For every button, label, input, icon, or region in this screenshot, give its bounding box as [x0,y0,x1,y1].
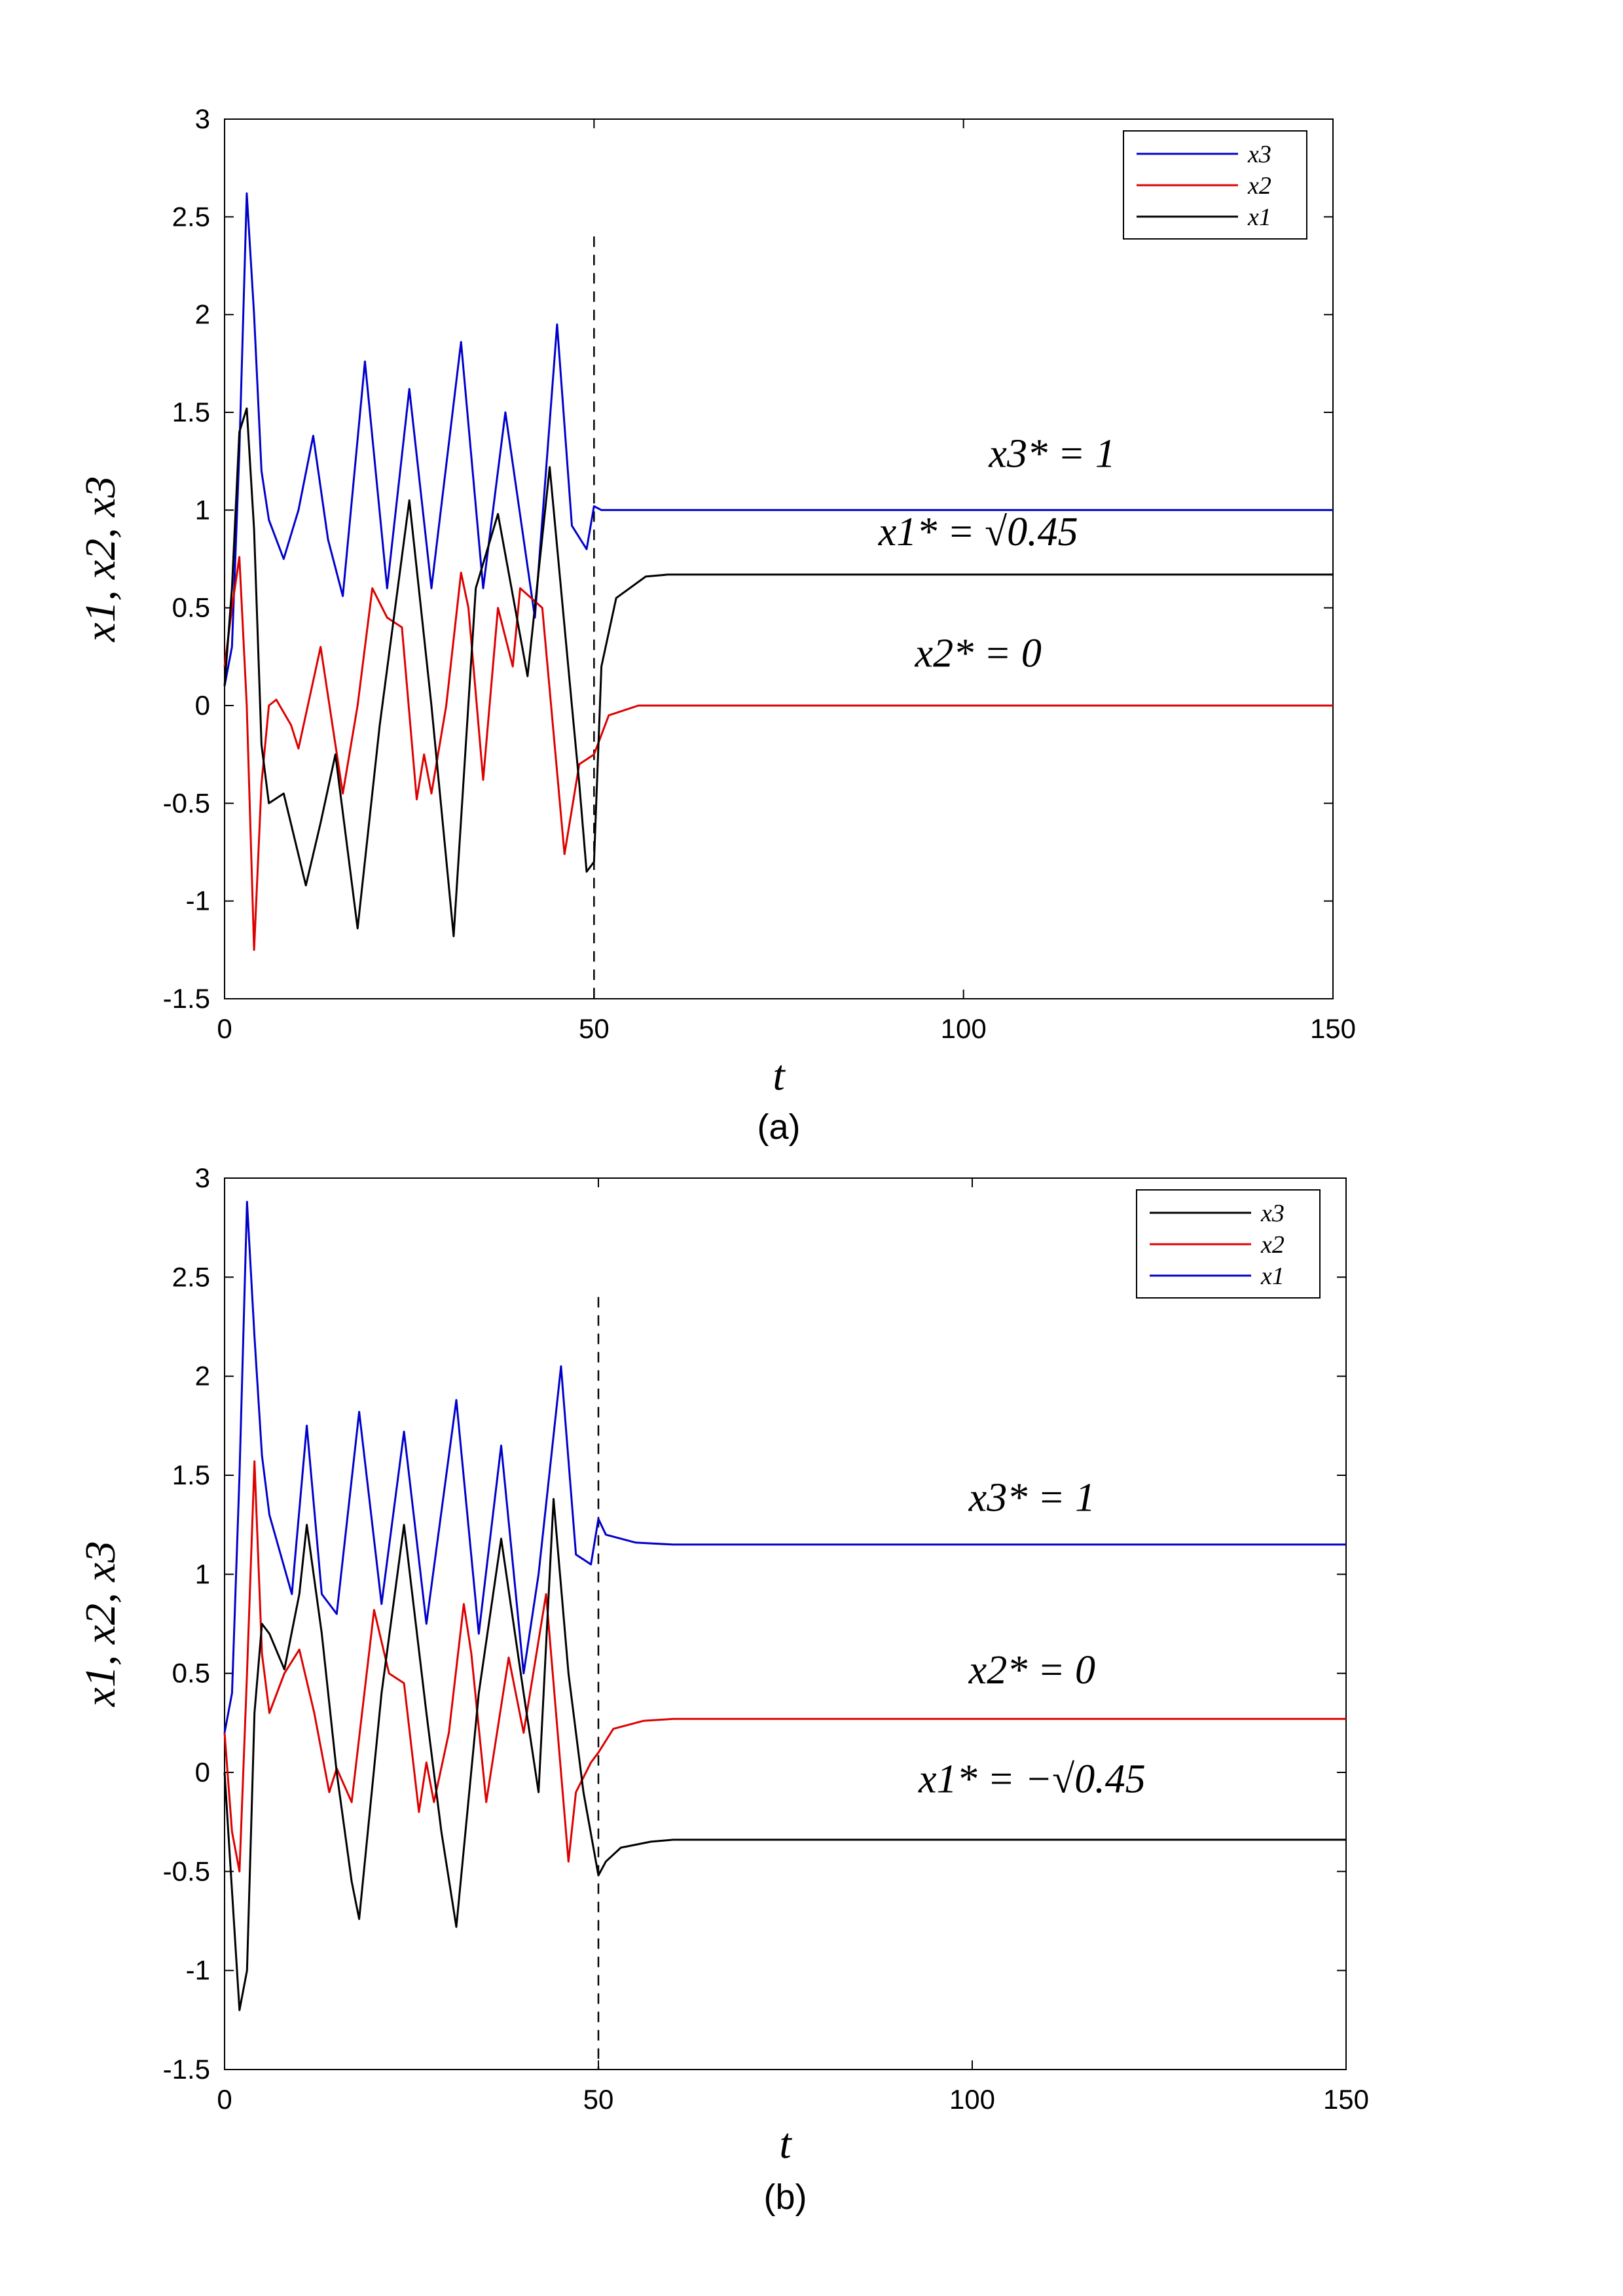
y-tick-label: 3 [195,103,210,134]
x-axis-label: t [773,1052,786,1100]
y-tick-label: 2 [195,299,210,330]
plot-area-frame [224,118,1334,999]
y-tick-label: 2 [195,1361,210,1391]
legend-label: x3 [1260,1200,1285,1227]
x-tick-label: 0 [217,1013,232,1044]
y-tick-label: -1.5 [163,2054,210,2085]
plot-area-frame [224,1177,1347,2070]
chart-panel-a: -1.5 -1 -0.5 0 0.5 1 1.5 2 2.5 3 0 50 100 150 t x1, x2,… [77,103,1356,1147]
panel-caption: (a) [757,1107,801,1147]
chart-panel-b: -1.5 -1 -0.5 0 0.5 1 1.5 2 2.5 3 0 50 100 150 t x1, x2,… [77,1162,1369,2217]
legend-label: x1 [1260,1263,1285,1290]
y-tick-label: 0.5 [172,592,210,623]
y-tick-label: -1 [186,1955,210,1986]
series-line-x2 [223,1460,1346,1873]
y-tick-label: 0 [195,1757,210,1787]
legend: x3 x2 x1 [1136,1189,1321,1299]
x-tick-label: 100 [941,1013,987,1044]
series-line-x1 [223,1200,1346,1733]
equilibrium-annotation: x1* = −√0.45 [918,1757,1146,1801]
legend-label: x1 [1247,204,1271,231]
y-tick-label: 1.5 [172,1460,210,1490]
x-tick-label: 50 [583,2084,614,2115]
x-tick-label: 0 [217,2084,232,2115]
y-tick-label: -0.5 [163,787,210,818]
x-tick-label: 150 [1323,2084,1369,2115]
series-line-x3 [223,192,1333,687]
equilibrium-annotation: x3* = 1 [968,1475,1095,1520]
y-tick-label: 2.5 [172,1261,210,1292]
legend-label: x2 [1260,1231,1285,1259]
legend-label: x2 [1247,172,1271,200]
legend-label: x3 [1247,141,1271,168]
equilibrium-annotation: x2* = 0 [915,631,1042,675]
y-axis-label: x1, x2, x3 [77,1541,124,1708]
y-tick-label: 1 [195,1558,210,1589]
panel-caption: (b) [764,2178,807,2217]
series-line-x1 [223,407,1333,937]
series-line-x3 [223,1498,1346,2011]
equilibrium-annotation: x3* = 1 [988,432,1115,476]
x-axis-label: t [779,2120,792,2168]
y-axis-label: x1, x2, x3 [77,476,124,643]
legend: x3 x2 x1 [1123,130,1307,240]
y-tick-label: 1 [195,494,210,525]
equilibrium-annotation: x2* = 0 [968,1648,1095,1693]
series-line-x2 [223,556,1333,951]
equilibrium-annotation: x1* = √0.45 [878,510,1078,554]
y-tick-label: -0.5 [163,1856,210,1886]
y-tick-label: 2.5 [172,201,210,232]
y-tick-label: 0.5 [172,1658,210,1689]
y-tick-label: 3 [195,1162,210,1193]
y-tick-label: 0 [195,690,210,721]
y-tick-label: -1 [186,886,210,916]
x-tick-label: 150 [1310,1013,1356,1044]
y-tick-label: 1.5 [172,397,210,427]
x-tick-label: 100 [949,2084,995,2115]
y-tick-label: -1.5 [163,983,210,1014]
x-tick-label: 50 [579,1013,610,1044]
